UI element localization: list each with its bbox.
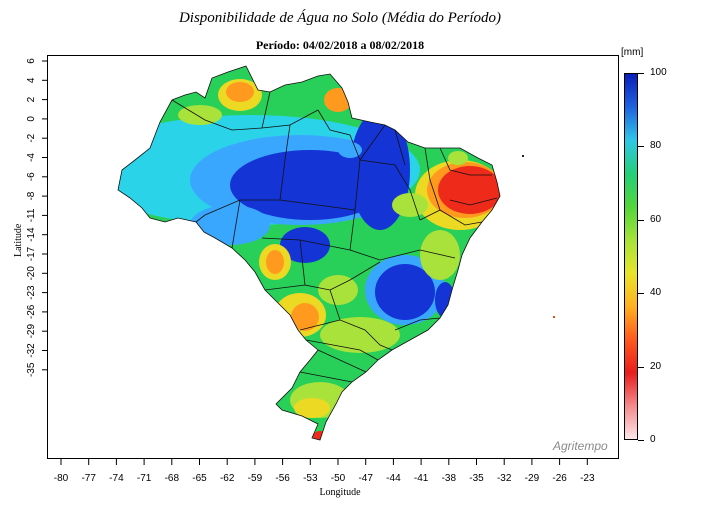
x-tick-label: -50: [331, 473, 346, 484]
y-tick-label: -20: [26, 266, 37, 281]
x-tick-label: -74: [109, 473, 124, 484]
x-tick-label: -38: [442, 473, 457, 484]
y-tick-label: -8: [26, 191, 37, 200]
x-tick-label: -71: [137, 473, 152, 484]
x-tick-label: -26: [552, 473, 567, 484]
y-tick-label: 0: [26, 116, 37, 122]
colorbar-tick-mark: [638, 219, 644, 221]
agritempo-logo: Agritempo: [553, 439, 608, 453]
colorbar-tick-label: 100: [650, 67, 667, 78]
colorbar-unit: [mm]: [621, 47, 644, 58]
colorbar-tick-label: 80: [650, 140, 662, 152]
soil-water-field: [118, 66, 500, 440]
x-tick-label: -80: [54, 473, 69, 484]
y-tick-label: 6: [26, 58, 37, 64]
colorbar-tick-label: 40: [650, 287, 662, 299]
y-tick-label: -14: [26, 227, 37, 242]
colorbar-tick-label: 0: [650, 434, 656, 445]
x-tick-label: -68: [165, 473, 180, 484]
x-tick-label: -56: [275, 473, 290, 484]
y-tick-label: -26: [26, 304, 37, 319]
y-tick-label: -29: [26, 324, 37, 339]
map-title: Disponibilidade de Água no Solo (Média d…: [178, 10, 502, 26]
y-tick-label: -4: [26, 153, 37, 162]
y-tick-label: 4: [26, 77, 37, 83]
x-axis: -80 -77 -74 -71 -68 -65 -62 -59 -56 -53 -50 -47 -44 -…: [54, 459, 595, 484]
x-tick-label: -44: [386, 473, 401, 484]
colorbar-tick-label: 60: [650, 213, 662, 225]
x-axis-label: Longitude: [319, 487, 361, 498]
y-tick-label: -32: [26, 343, 37, 358]
x-tick-label: -32: [497, 473, 512, 484]
y-axis-label: Latitude: [13, 223, 24, 257]
x-tick-label: -65: [192, 473, 207, 484]
x-tick-label: -41: [414, 473, 429, 484]
colorbar-tick-label: 20: [650, 360, 662, 372]
island-mark: [522, 155, 524, 157]
period-subtitle: Período: 04/02/2018 a 08/02/2018: [255, 38, 425, 52]
y-axis: 6 4 2 0 -2 -4 -6 -8 -11 -14 -17 -20 -23 -26 -29 -32 -35: [26, 58, 47, 377]
colorbar-tick-mark: [638, 366, 644, 368]
y-tick-label: -2: [26, 133, 37, 142]
x-tick-label: -47: [358, 473, 373, 484]
x-tick-label: -53: [303, 473, 318, 484]
x-tick-label: -35: [469, 473, 484, 484]
y-tick-label: 2: [26, 96, 37, 102]
x-tick-label: -29: [525, 473, 540, 484]
x-tick-label: -77: [81, 473, 96, 484]
y-tick-label: -35: [26, 362, 37, 377]
colorbar-tick-mark: [638, 146, 644, 148]
colorbar: [624, 73, 638, 440]
y-tick-label: -6: [26, 172, 37, 181]
colorbar-tick-mark: [638, 293, 644, 295]
colorbar-tick-mark: [638, 73, 644, 74]
y-tick-label: -23: [26, 285, 37, 300]
x-tick-label: -59: [248, 473, 263, 484]
island-mark: [553, 316, 555, 318]
x-tick-label: -23: [580, 473, 595, 484]
colorbar-tick-mark: [638, 440, 644, 441]
y-tick-label: -11: [26, 208, 37, 222]
y-tick-label: -17: [26, 246, 37, 261]
state-borders: [117, 65, 501, 441]
x-tick-label: -62: [220, 473, 235, 484]
map-frame: [47, 55, 619, 459]
